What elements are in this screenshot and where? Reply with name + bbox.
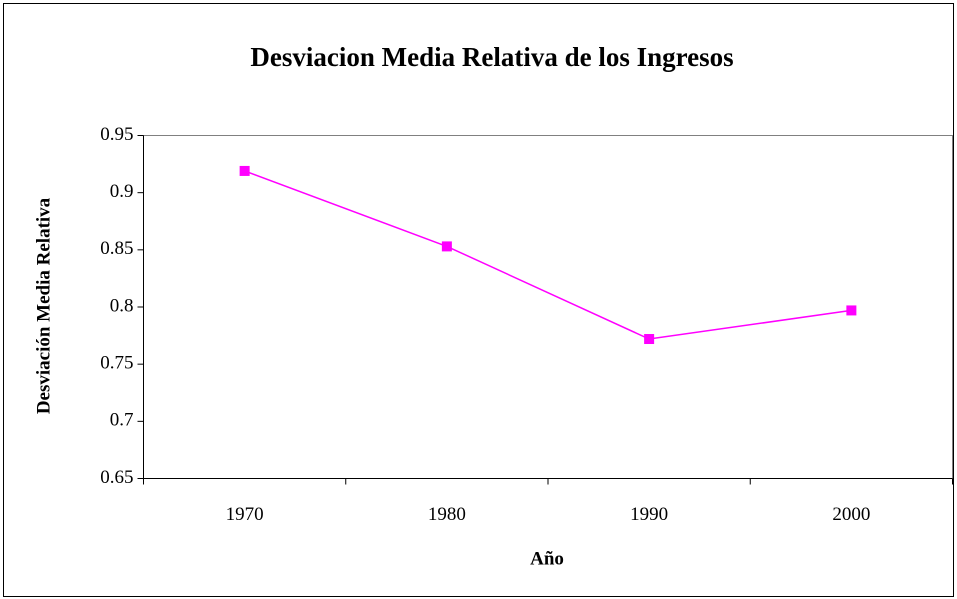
y-tick-label: 0.9 xyxy=(110,181,134,202)
x-tick-label: 1970 xyxy=(226,504,264,525)
y-tick-label: 0.65 xyxy=(100,467,133,488)
x-axis-label: Año xyxy=(530,548,564,569)
x-tick-label: 2000 xyxy=(832,504,870,525)
x-tick-label: 1980 xyxy=(428,504,466,525)
y-tick-label: 0.95 xyxy=(100,124,133,145)
y-tick-label: 0.85 xyxy=(100,238,133,259)
y-tick-label: 0.7 xyxy=(110,410,134,431)
y-tick-label: 0.8 xyxy=(110,295,134,316)
y-axis-label: Desviación Media Relativa xyxy=(33,197,54,414)
y-tick-label: 0.75 xyxy=(100,353,133,374)
x-tick-label: 1990 xyxy=(630,504,668,525)
data-point xyxy=(644,334,655,345)
data-point xyxy=(239,165,250,176)
data-line xyxy=(244,170,852,340)
plot-area xyxy=(143,135,953,479)
data-point xyxy=(846,305,857,316)
data-point xyxy=(441,241,452,252)
chart-title: Desviacion Media Relativa de los Ingreso… xyxy=(250,42,733,72)
